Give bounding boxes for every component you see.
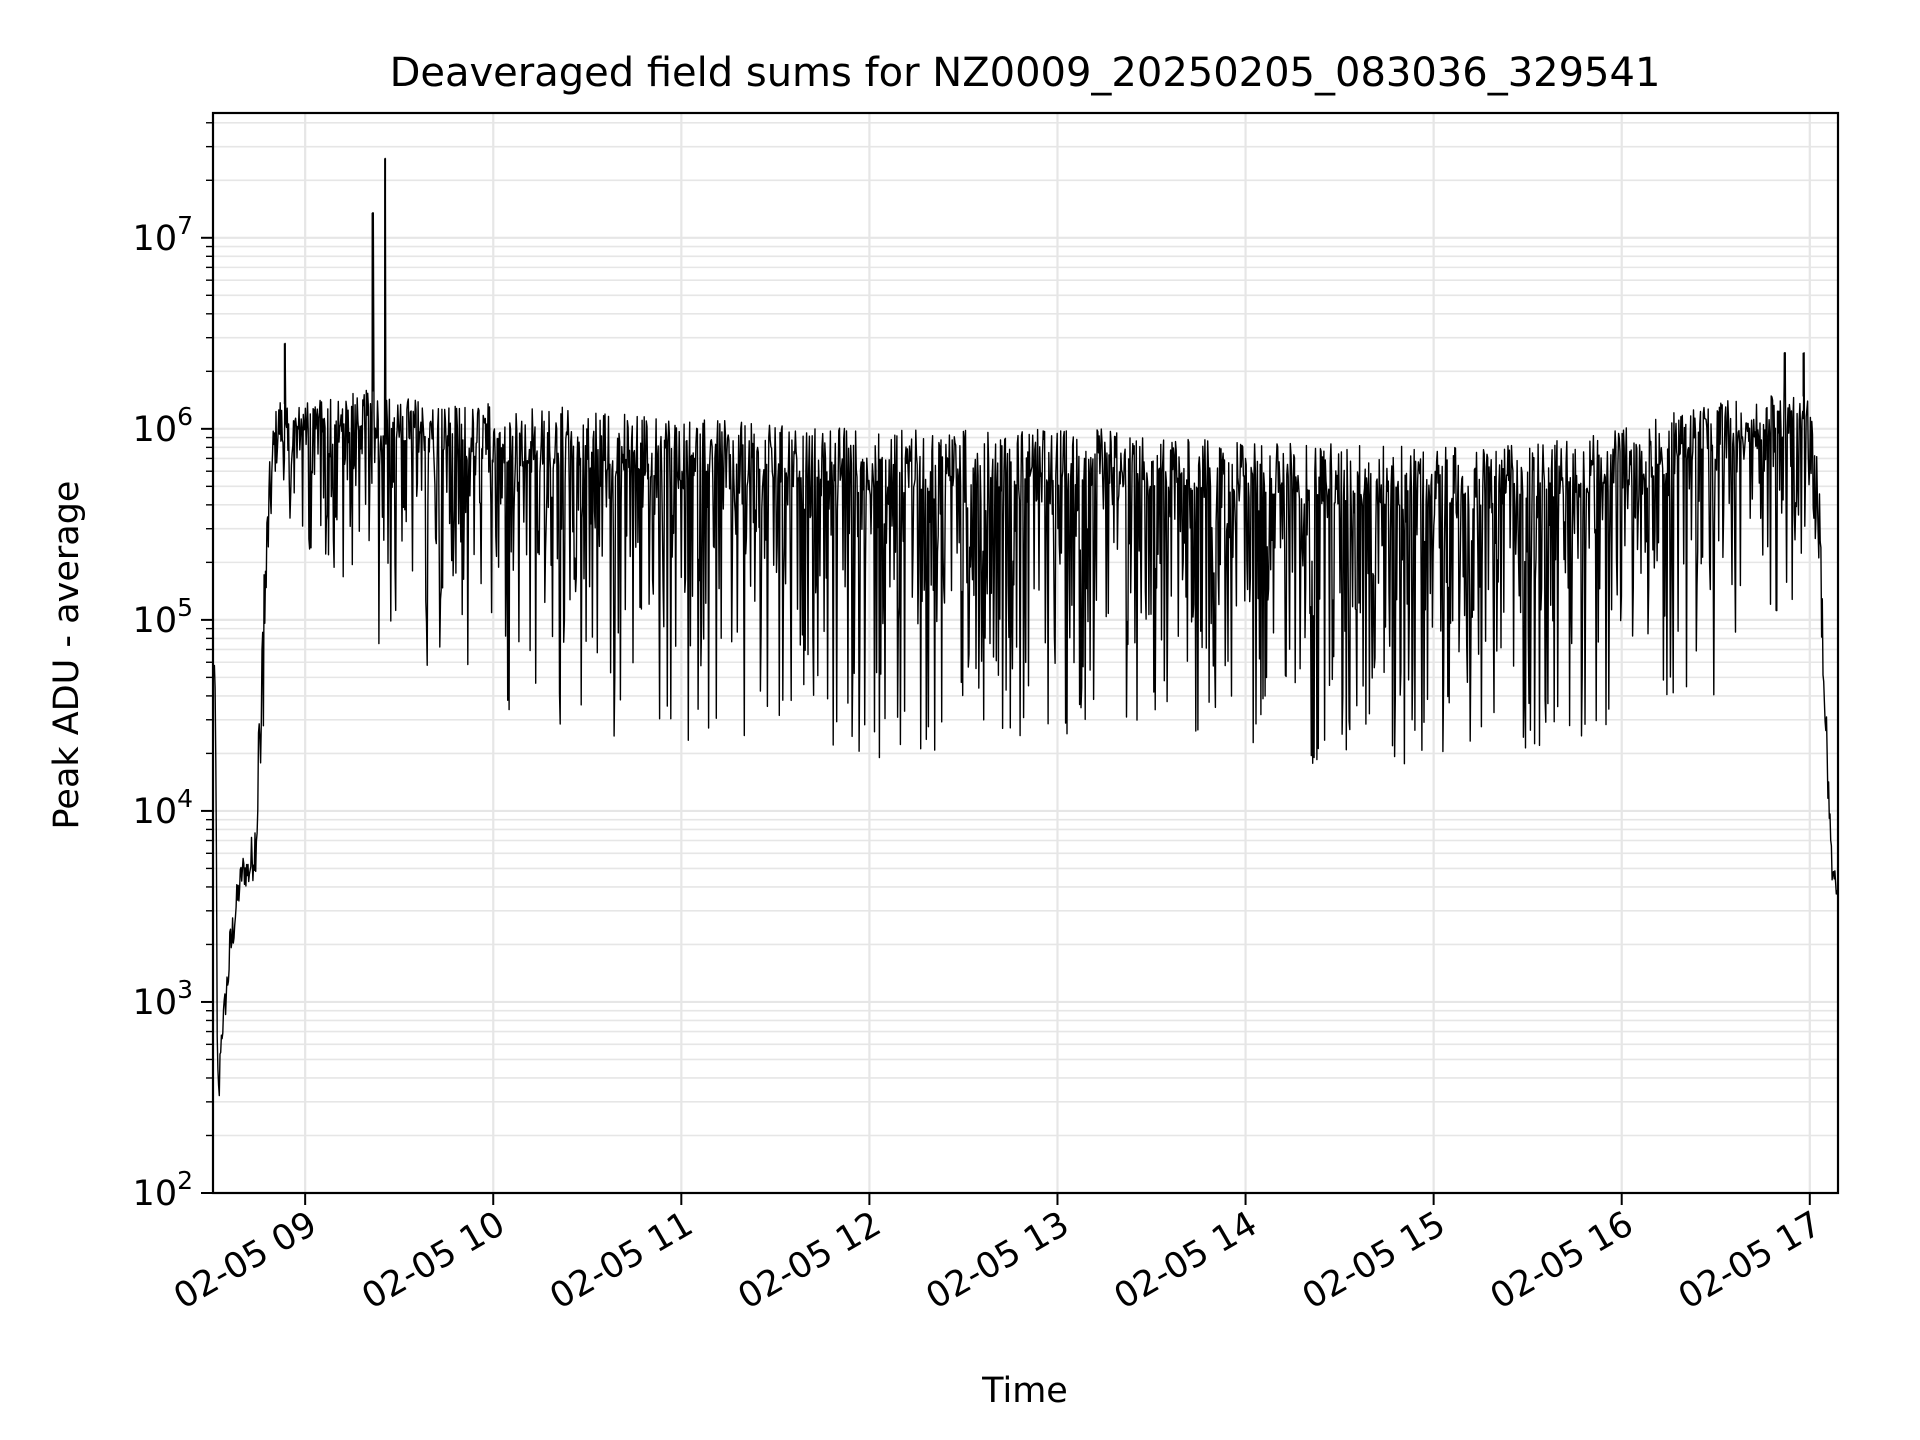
data-layer	[212, 157, 1839, 1097]
y-tick-label: 103	[133, 975, 193, 1023]
y-tick-exponent: 3	[177, 975, 193, 1004]
y-tick-exponent: 5	[177, 593, 193, 622]
y-axis-label: Peak ADU - average	[47, 481, 87, 830]
y-tick-exponent: 2	[177, 1166, 193, 1195]
y-tick-exponent: 7	[177, 211, 193, 240]
y-tick-base: 10	[133, 983, 178, 1023]
y-tick-label: 105	[133, 593, 193, 641]
y-tick-label: 106	[133, 402, 193, 450]
y-tick-base: 10	[133, 792, 178, 832]
y-tick-exponent: 4	[177, 784, 193, 813]
y-tick-exponent: 6	[177, 402, 193, 431]
y-tick-base: 10	[133, 219, 178, 259]
y-tick-label: 102	[133, 1166, 193, 1214]
chart-title: Deaveraged field sums for NZ0009_2025020…	[390, 50, 1661, 96]
y-tick-label: 107	[133, 211, 193, 259]
plot-frame	[211, 111, 1840, 1195]
series-line	[212, 157, 1839, 1097]
y-tick-base: 10	[133, 601, 178, 641]
y-tick-label: 104	[133, 784, 193, 832]
y-tick-base: 10	[133, 1174, 178, 1214]
x-axis-label: Time	[981, 1371, 1068, 1411]
y-tick-base: 10	[133, 410, 178, 450]
